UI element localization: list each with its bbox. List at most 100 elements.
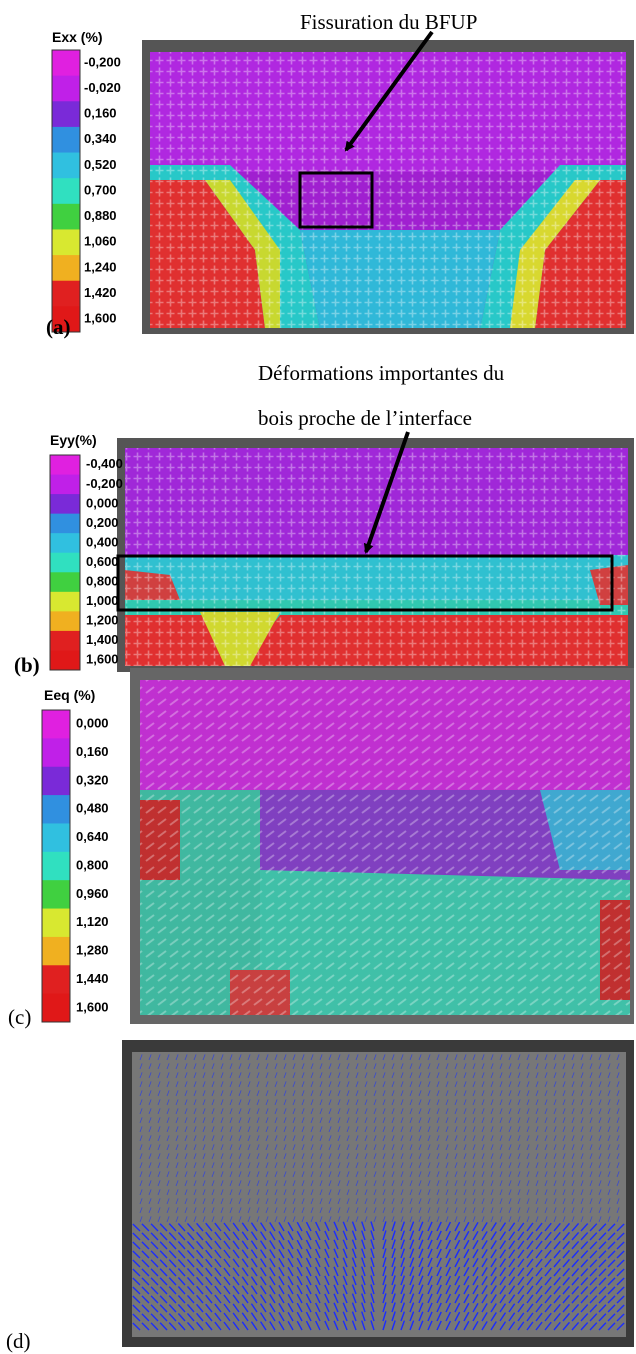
vector — [184, 1207, 188, 1214]
vector — [445, 1198, 449, 1205]
vector — [256, 1135, 260, 1142]
vector — [186, 1303, 195, 1313]
vector — [232, 1312, 240, 1322]
vector — [278, 1222, 285, 1232]
colorbar-band — [50, 513, 80, 534]
vector — [337, 1198, 341, 1205]
vector — [526, 1312, 534, 1322]
vector — [409, 1302, 415, 1313]
vector — [319, 1180, 323, 1187]
vector — [607, 1171, 611, 1178]
vector — [305, 1275, 312, 1286]
vector — [616, 1054, 620, 1061]
vector — [177, 1232, 186, 1241]
vector — [463, 1230, 470, 1241]
colorbar-band — [52, 255, 80, 282]
vector — [315, 1275, 321, 1286]
vector — [211, 1180, 215, 1187]
vector — [150, 1259, 159, 1268]
vector — [166, 1099, 170, 1106]
vector — [351, 1266, 357, 1277]
vector — [589, 1241, 598, 1250]
vector — [283, 1207, 287, 1214]
vector — [463, 1207, 467, 1214]
vector — [463, 1216, 467, 1223]
vector — [256, 1072, 260, 1079]
vector — [436, 1162, 440, 1169]
vector — [499, 1126, 503, 1133]
vector — [490, 1180, 494, 1187]
vector — [301, 1054, 305, 1061]
vector — [373, 1081, 377, 1088]
vector — [454, 1153, 458, 1160]
vector — [481, 1063, 485, 1070]
vector — [427, 1081, 431, 1088]
vector — [175, 1153, 179, 1160]
vector — [184, 1144, 188, 1151]
vector — [337, 1117, 341, 1124]
vector — [256, 1081, 260, 1088]
vector — [589, 1117, 593, 1124]
vector — [580, 1313, 589, 1322]
vector — [296, 1257, 303, 1268]
vector — [238, 1099, 242, 1106]
vector — [544, 1276, 552, 1286]
vector — [535, 1117, 539, 1124]
vector — [319, 1198, 323, 1205]
vector — [454, 1248, 461, 1259]
vector — [229, 1063, 233, 1070]
vector — [490, 1258, 497, 1268]
colorbar-band — [52, 101, 80, 128]
vector — [472, 1216, 476, 1223]
vector — [265, 1126, 269, 1133]
vector — [517, 1267, 525, 1277]
vector — [223, 1222, 231, 1232]
vector — [598, 1099, 602, 1106]
vector — [391, 1054, 395, 1061]
vector — [177, 1313, 186, 1322]
vector — [159, 1295, 168, 1304]
vector — [589, 1313, 598, 1322]
vector — [241, 1276, 249, 1286]
vector — [490, 1189, 494, 1196]
colorbar-label: 0,800 — [76, 857, 109, 872]
vector — [351, 1257, 357, 1268]
vector — [598, 1162, 602, 1169]
vector — [193, 1216, 197, 1223]
vector — [526, 1063, 530, 1070]
vector — [535, 1144, 539, 1151]
vector — [355, 1216, 359, 1223]
vector — [141, 1286, 150, 1295]
vector — [481, 1072, 485, 1079]
vector — [157, 1216, 161, 1223]
vector — [159, 1268, 168, 1277]
vector — [571, 1090, 575, 1097]
vector — [616, 1250, 625, 1259]
vector — [202, 1108, 206, 1115]
vector — [250, 1276, 258, 1286]
vector — [175, 1072, 179, 1079]
vector — [571, 1108, 575, 1115]
vector — [409, 1054, 413, 1061]
vector — [607, 1304, 616, 1313]
vector — [238, 1090, 242, 1097]
vector — [535, 1189, 539, 1196]
vector — [186, 1276, 195, 1286]
vector — [241, 1321, 249, 1331]
vector — [301, 1117, 305, 1124]
vector — [274, 1198, 278, 1205]
colorbar-frame — [51, 49, 81, 333]
vector — [328, 1090, 332, 1097]
vector — [220, 1054, 224, 1061]
vector — [186, 1267, 195, 1277]
vector — [544, 1189, 548, 1196]
vector — [351, 1284, 357, 1295]
colorbar-band — [52, 75, 80, 102]
vector — [310, 1072, 314, 1079]
vector — [247, 1180, 251, 1187]
vector — [607, 1090, 611, 1097]
vector — [223, 1294, 231, 1304]
vector — [517, 1180, 521, 1187]
vector — [409, 1248, 415, 1259]
vector — [202, 1099, 206, 1106]
